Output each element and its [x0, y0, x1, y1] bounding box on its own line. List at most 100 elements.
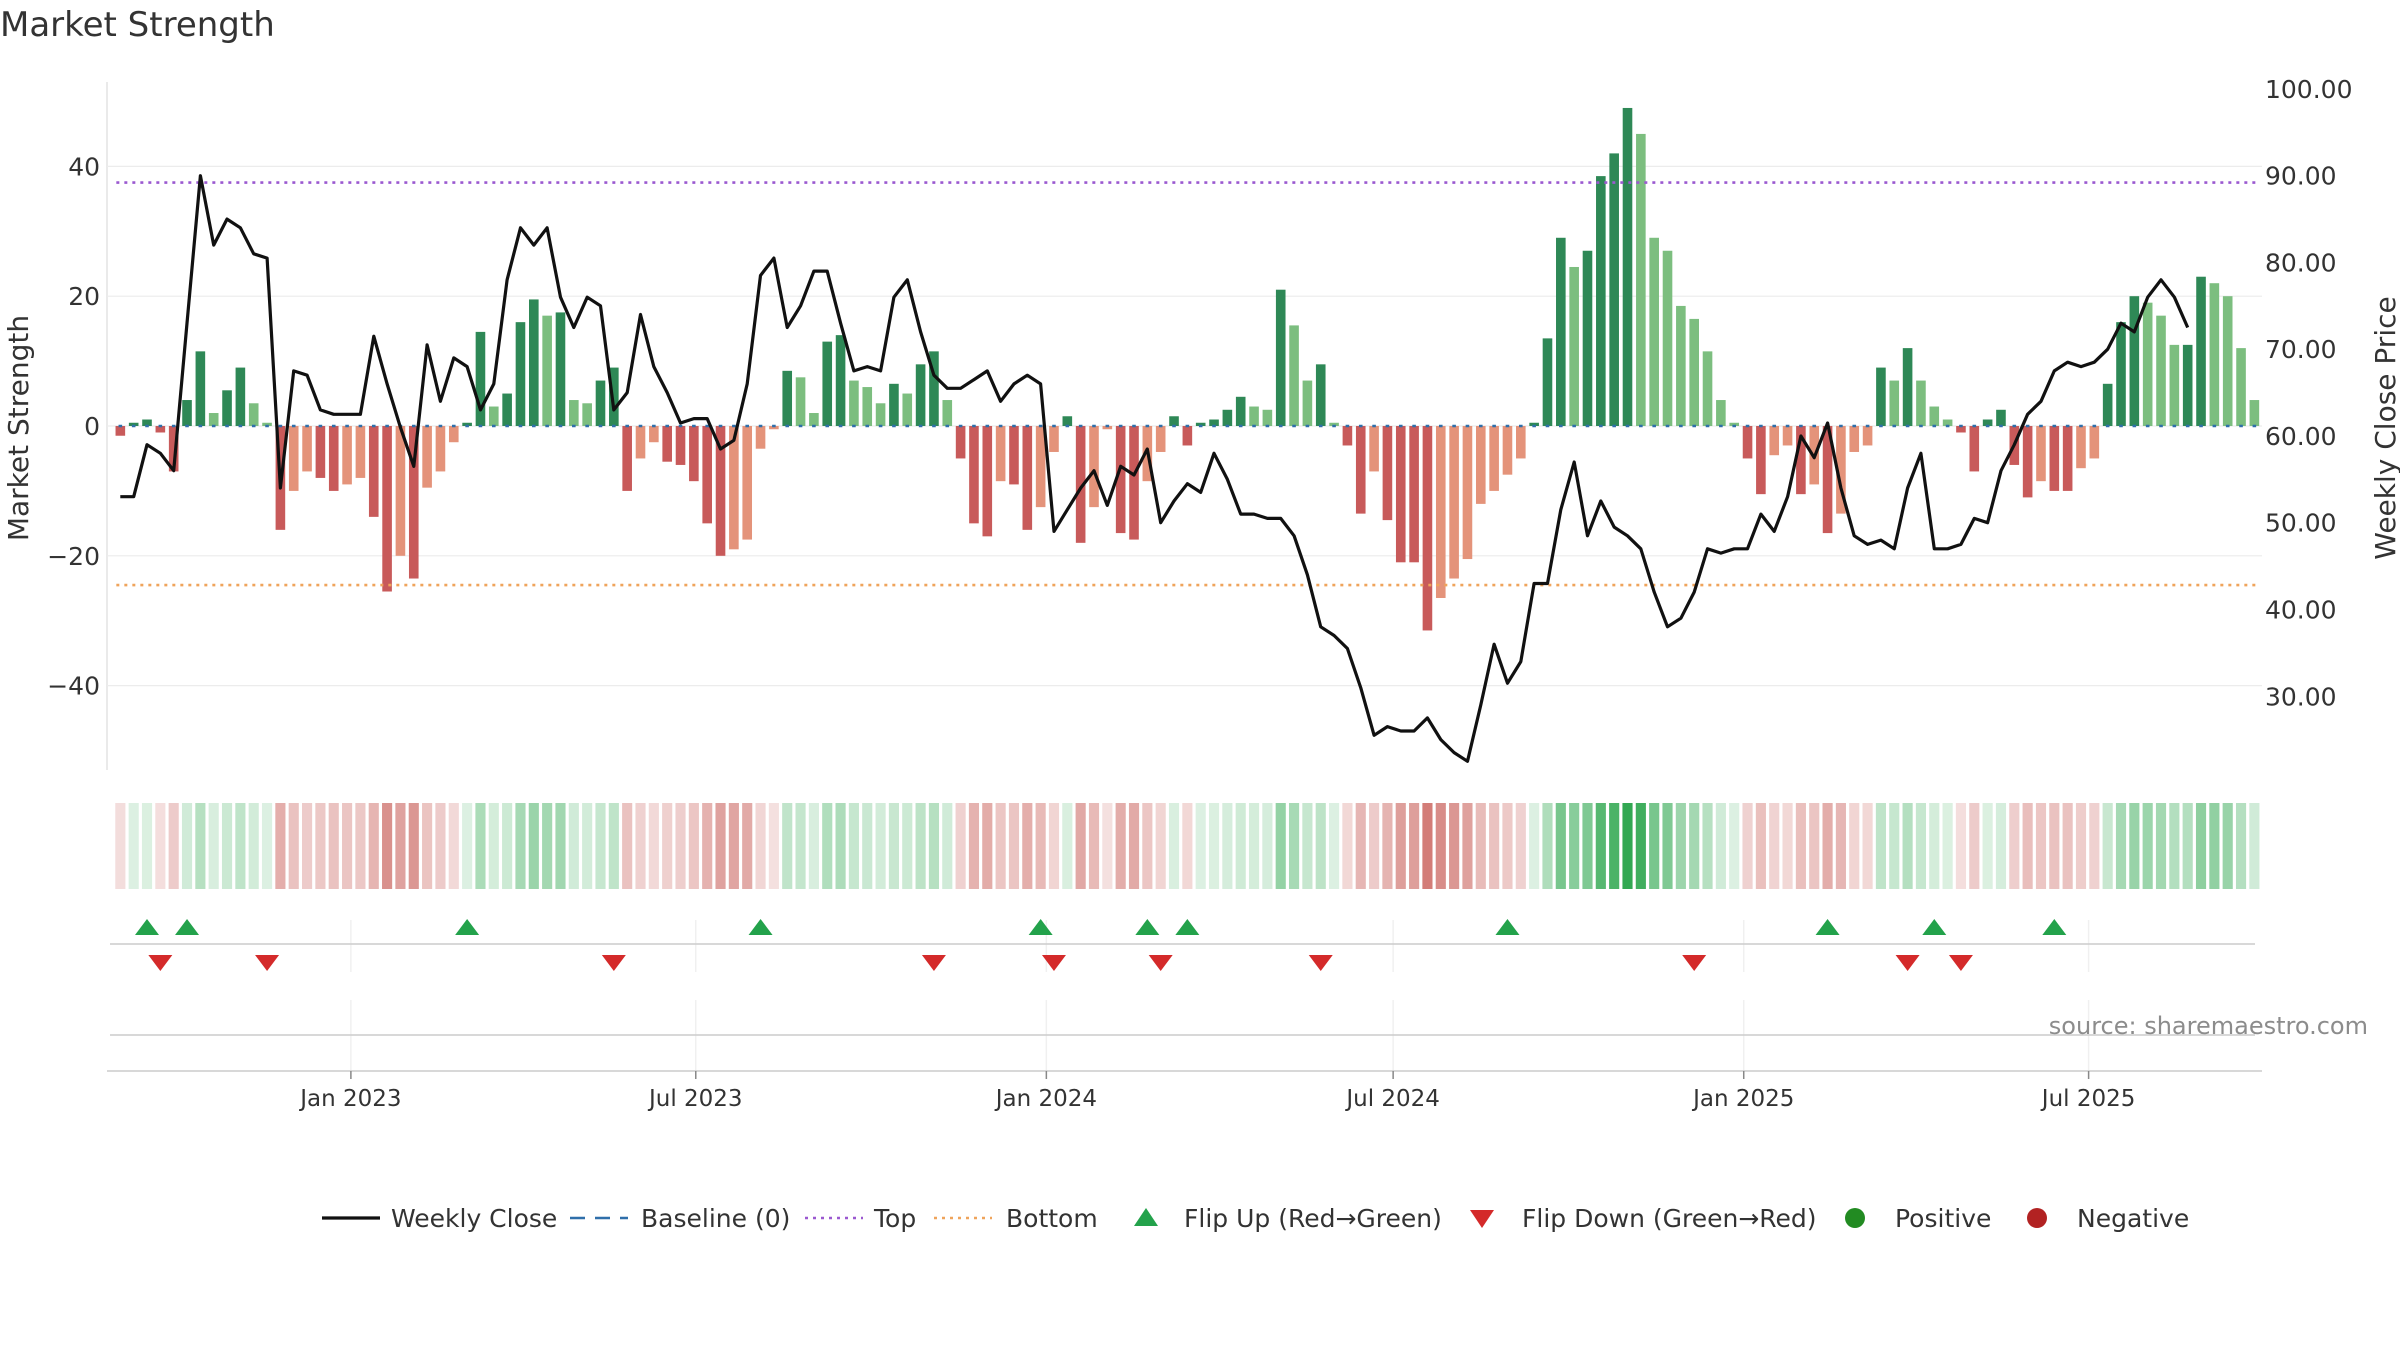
strength-bar [2142, 302, 2153, 426]
heat-cell [1529, 803, 1540, 889]
strength-bar [755, 426, 766, 449]
heat-cell [862, 803, 873, 889]
heat-cell [2022, 803, 2033, 889]
heat-cell [2049, 803, 2060, 889]
heat-cell [2062, 803, 2073, 889]
strength-bar [1702, 351, 1713, 426]
right-tick-label: 40.00 [2265, 595, 2337, 624]
strength-bar [1275, 289, 1286, 426]
strength-bar [1982, 419, 1993, 426]
left-tick-label: −40 [47, 672, 100, 701]
heat-cell [635, 803, 646, 889]
heat-cell [2102, 803, 2113, 889]
heat-cell [1675, 803, 1686, 889]
flip-down-marker [1148, 955, 1173, 971]
heat-cell [715, 803, 726, 889]
heat-cell [688, 803, 699, 889]
strength-bar [1009, 426, 1019, 485]
heat-cell [1902, 803, 1913, 889]
left-axis-ticks: 40 20 0 −20 −40 [47, 152, 100, 700]
heat-cell [1835, 803, 1846, 889]
strength-bar [902, 393, 913, 426]
heat-cell [662, 803, 673, 889]
flip-down-marker [601, 955, 626, 971]
x-tick-label: Jul 2023 [647, 1086, 743, 1112]
strength-bar [1782, 426, 1793, 446]
strength-bar [1716, 400, 1726, 426]
heat-cell [328, 803, 339, 889]
heat-cell [1955, 803, 1967, 889]
left-tick-label: 0 [84, 412, 100, 441]
legend-negative-swatch [2027, 1208, 2047, 1228]
x-tick-label: Jan 2024 [994, 1086, 1097, 1112]
heat-cell [1969, 803, 1980, 889]
heat-cell [448, 803, 459, 889]
strength-bar [1996, 409, 2006, 426]
heat-cell [1782, 803, 1793, 889]
heat-cell [1769, 803, 1780, 889]
heat-cell [422, 803, 433, 889]
reference-lines [116, 181, 2259, 587]
heat-cell [1542, 803, 1553, 889]
flip-up-marker [1175, 919, 1200, 935]
strength-bar [995, 426, 1006, 482]
strength-bar [1662, 250, 1673, 426]
heat-cell [942, 803, 953, 889]
strength-bar [1115, 426, 1126, 534]
x-tick-label: Jul 2024 [1344, 1086, 1440, 1112]
strength-bar [2116, 322, 2126, 426]
strength-bar [1556, 237, 1566, 426]
strength-bar [1475, 426, 1486, 504]
strength-bar [1409, 426, 1419, 563]
heat-cell [1742, 803, 1753, 889]
strength-bar [1516, 426, 1526, 459]
heat-cell [1435, 803, 1446, 889]
strength-bar [969, 426, 979, 524]
flip-down-marker [1308, 955, 1333, 971]
heat-cell [795, 803, 806, 889]
flip-down-marker [255, 955, 280, 971]
source-label: source: sharemaestro.com [2049, 1012, 2368, 1040]
strength-bar [155, 426, 166, 433]
strength-bar [582, 403, 592, 426]
y-axis-label-left: Market Strength [2, 315, 35, 541]
heat-cell [515, 803, 526, 889]
heat-cell [2089, 803, 2100, 889]
strength-bar [1676, 305, 1686, 426]
heat-cell [1515, 803, 1526, 889]
right-tick-label: 80.00 [2265, 248, 2337, 277]
strength-bar [315, 426, 326, 478]
heat-cell [342, 803, 353, 889]
heat-cell [155, 803, 166, 889]
heat-cell [915, 803, 926, 889]
heat-cell [1369, 803, 1380, 889]
strength-bar [809, 413, 819, 426]
strength-bar [1542, 338, 1553, 426]
heat-cell [1128, 803, 1140, 889]
heat-cell [1809, 803, 1820, 889]
flip-up-marker [1028, 919, 1053, 935]
heat-cell [1142, 803, 1153, 889]
strength-bar [1822, 426, 1833, 534]
heat-cell [782, 803, 793, 889]
strength-bar [555, 312, 566, 426]
right-axis-ticks: 100.00 90.00 80.00 70.00 60.00 50.00 40.00 30.0… [2265, 75, 2352, 711]
heat-cell [502, 803, 513, 889]
strength-bar [1836, 426, 1846, 514]
strength-bar [302, 426, 312, 472]
strength-bar [1609, 153, 1619, 426]
strength-bar [1969, 426, 1980, 472]
strength-bar [1129, 426, 1139, 540]
heat-cell [1929, 803, 1940, 889]
heat-cell [1569, 803, 1580, 889]
heat-cell [1915, 803, 1927, 889]
heat-cell [1702, 803, 1713, 889]
strength-bar [1262, 409, 1273, 426]
heat-cell [288, 803, 299, 889]
strength-bar [448, 426, 459, 443]
heat-cell [902, 803, 913, 889]
heat-cell [355, 803, 366, 889]
strength-bar [1502, 426, 1513, 475]
heat-cell [1248, 803, 1260, 889]
x-tick-label: Jan 2025 [1691, 1086, 1794, 1112]
